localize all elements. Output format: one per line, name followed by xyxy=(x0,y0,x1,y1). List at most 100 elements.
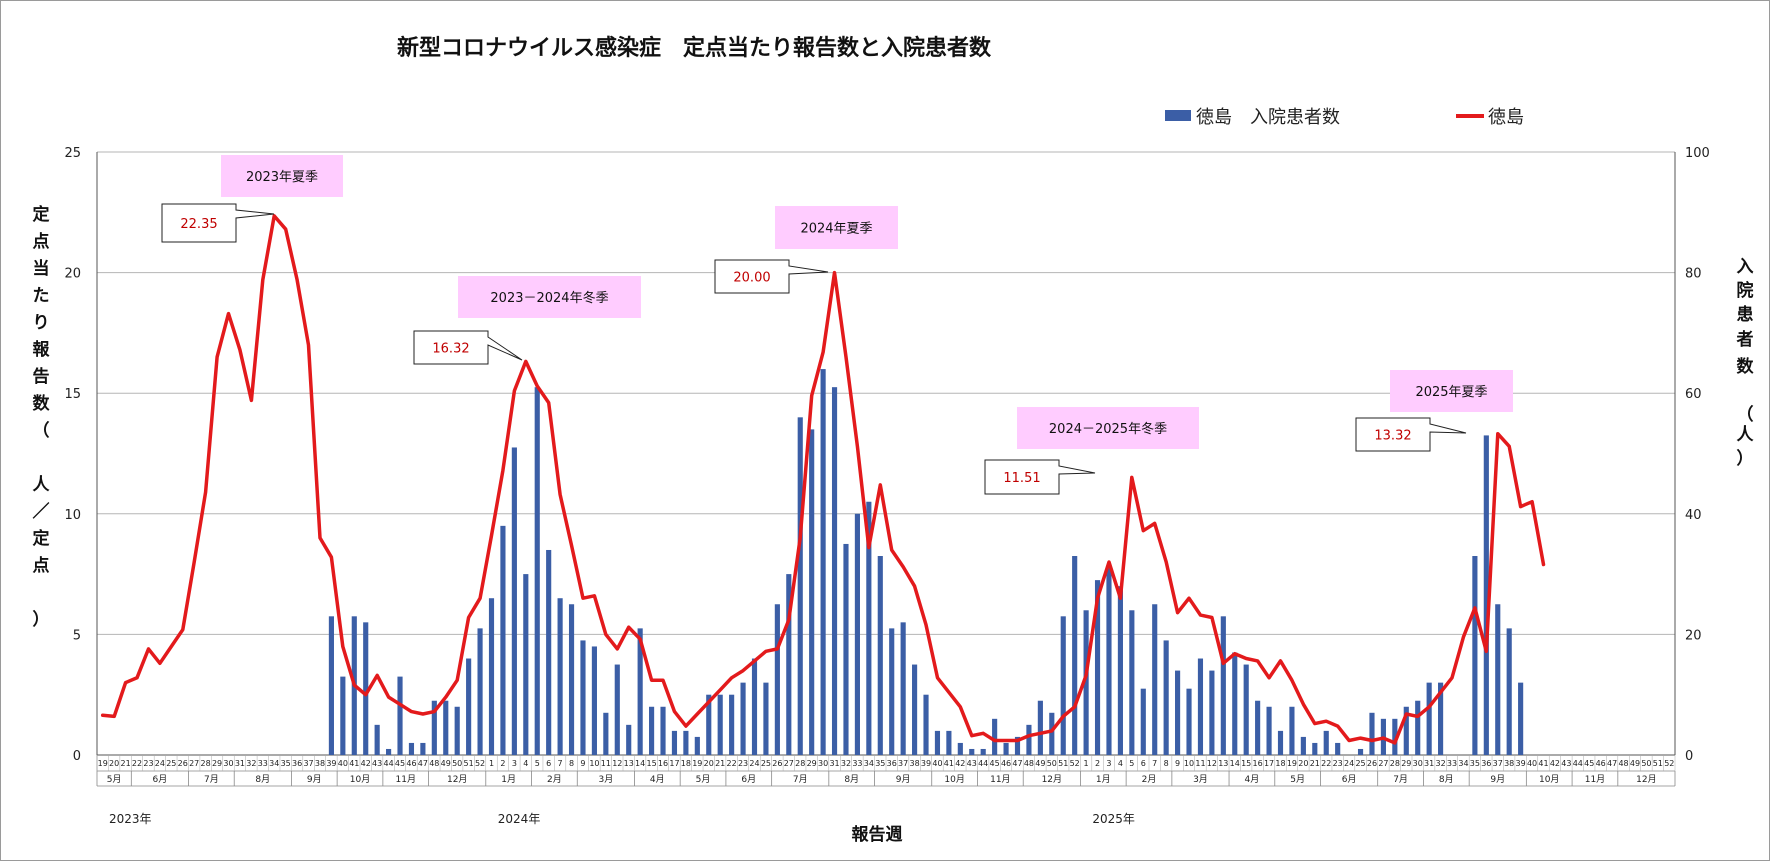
bar-inpatients xyxy=(957,742,963,755)
bar-inpatients xyxy=(1117,586,1123,755)
bar-inpatients xyxy=(1140,688,1146,755)
x-week-label: 3 xyxy=(1106,759,1111,768)
bar-inpatients xyxy=(523,574,529,755)
x-week-label: 27 xyxy=(189,759,199,768)
x-week-label: 7 xyxy=(558,759,563,768)
x-week-label: 42 xyxy=(955,759,965,768)
y-left-axis-title: 定点当たり報告数（ 人／定点 ） xyxy=(33,204,51,630)
x-week-label: 4 xyxy=(1118,759,1123,768)
bar-inpatients xyxy=(797,417,803,755)
y-right-tick-label: 60 xyxy=(1685,387,1702,402)
x-week-label: 23 xyxy=(738,759,748,768)
y-right-tick-label: 80 xyxy=(1685,267,1702,282)
x-week-label: 29 xyxy=(212,759,222,768)
season-label-box xyxy=(1390,370,1513,412)
x-week-label: 38 xyxy=(909,759,919,768)
bar-inpatients xyxy=(1415,700,1421,755)
x-week-label: 17 xyxy=(669,759,679,768)
x-month-label: 8月 xyxy=(844,774,859,785)
x-week-label: 8 xyxy=(569,759,574,768)
bar-inpatients xyxy=(923,694,929,755)
y-right-tick-label: 20 xyxy=(1685,628,1702,643)
season-label-box xyxy=(775,206,898,249)
peak-callout-box xyxy=(161,203,275,243)
y-right-axis-title: 入院患者数 （人） xyxy=(1736,257,1755,469)
x-week-label: 44 xyxy=(978,759,988,768)
bar-inpatients xyxy=(1014,736,1021,755)
x-week-label: 37 xyxy=(1493,759,1503,768)
x-week-label: 41 xyxy=(944,759,954,768)
x-week-label: 43 xyxy=(1561,759,1571,768)
bar-inpatients xyxy=(1037,700,1043,755)
x-week-label: 39 xyxy=(921,759,931,768)
bar-inpatients xyxy=(877,556,883,755)
x-week-label: 16 xyxy=(1253,759,1263,768)
x-week-label: 19 xyxy=(692,759,702,768)
x-week-label: 37 xyxy=(303,759,313,768)
x-week-label: 42 xyxy=(1550,759,1560,768)
x-axis-title: 報告週 xyxy=(852,824,903,845)
legend-swatch-bar xyxy=(1165,110,1191,121)
x-month-label: 11月 xyxy=(396,774,416,785)
bar-inpatients xyxy=(500,525,506,755)
y-right-tick-label: 100 xyxy=(1685,146,1710,161)
x-week-label: 27 xyxy=(784,759,794,768)
x-week-label: 44 xyxy=(1573,759,1583,768)
x-month-label: 2月 xyxy=(1142,774,1157,785)
bar-inpatients xyxy=(1312,742,1318,755)
x-month-label: 12月 xyxy=(1636,774,1656,785)
x-month-label: 7月 xyxy=(204,774,219,785)
bar-inpatients xyxy=(740,682,746,755)
bar-inpatients xyxy=(843,543,849,755)
bar-inpatients xyxy=(374,724,380,755)
bar-inpatients xyxy=(671,730,678,755)
x-month-label: 4月 xyxy=(1245,774,1260,785)
x-week-label: 46 xyxy=(1001,759,1011,768)
bar-inpatients xyxy=(1277,730,1284,755)
bar-inpatients xyxy=(511,447,517,755)
x-week-label: 25 xyxy=(761,759,771,768)
x-year-label: 2023年 xyxy=(109,812,152,826)
peak-callout-value: 22.35 xyxy=(180,217,217,232)
x-month-label: 9月 xyxy=(896,774,911,785)
bar-inpatients xyxy=(1289,706,1295,755)
peak-callout-box xyxy=(1355,417,1467,452)
x-week-label: 50 xyxy=(1641,759,1651,768)
y-right-tick-label: 40 xyxy=(1685,508,1702,523)
x-week-label: 36 xyxy=(1481,759,1491,768)
x-week-label: 15 xyxy=(1241,759,1251,768)
x-week-label: 52 xyxy=(475,759,485,768)
bar-inpatients xyxy=(546,549,552,755)
bar-inpatients xyxy=(992,718,998,755)
bar-inpatients xyxy=(1300,736,1306,755)
bar-inpatients xyxy=(1403,706,1409,755)
bar-inpatients xyxy=(328,616,334,755)
x-week-label: 9 xyxy=(1175,759,1180,768)
x-week-label: 49 xyxy=(1035,759,1045,768)
x-week-label: 14 xyxy=(635,759,645,768)
x-week-label: 45 xyxy=(990,759,1000,768)
bar-inpatients xyxy=(1357,748,1364,755)
x-month-label: 5月 xyxy=(696,774,711,785)
x-week-label: 8 xyxy=(1164,759,1169,768)
bar-inpatients xyxy=(717,694,723,755)
x-month-label: 11月 xyxy=(990,774,1010,785)
x-month-label: 4月 xyxy=(650,774,665,785)
x-week-label: 29 xyxy=(807,759,817,768)
x-week-label: 31 xyxy=(235,759,245,768)
bar-inpatients xyxy=(889,628,895,755)
x-week-label: 43 xyxy=(372,759,382,768)
x-week-label: 21 xyxy=(1310,759,1320,768)
bar-inpatients xyxy=(649,706,655,755)
x-week-label: 47 xyxy=(1012,759,1022,768)
x-week-label: 6 xyxy=(1141,759,1146,768)
x-week-label: 18 xyxy=(681,759,691,768)
bar-inpatients xyxy=(1175,670,1181,755)
bar-inpatients xyxy=(580,640,586,755)
x-week-label: 24 xyxy=(155,759,165,768)
bar-inpatients xyxy=(1438,682,1444,755)
bar-inpatients xyxy=(912,664,918,755)
y-left-tick-label: 5 xyxy=(73,628,81,643)
x-week-label: 21 xyxy=(715,759,725,768)
x-week-label: 12 xyxy=(1207,759,1217,768)
